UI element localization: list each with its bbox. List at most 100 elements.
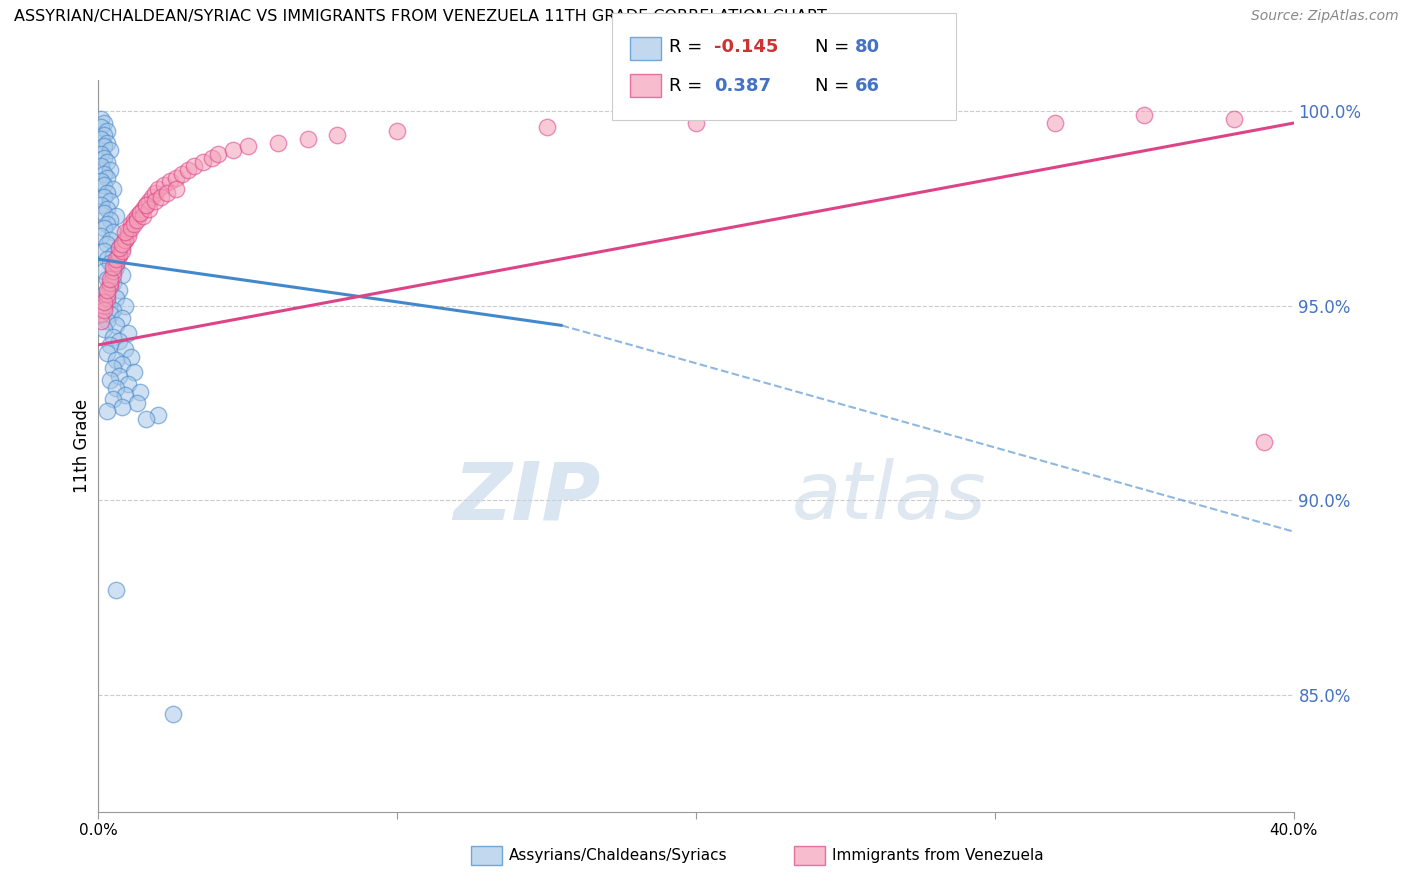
Text: ZIP: ZIP — [453, 458, 600, 536]
Point — [114, 388, 136, 402]
Text: R =: R = — [669, 38, 709, 56]
Point — [141, 190, 163, 204]
Point — [105, 252, 128, 267]
Point — [100, 144, 122, 158]
Point — [96, 252, 118, 267]
Point — [536, 120, 558, 134]
Point — [143, 194, 166, 208]
Point — [105, 318, 128, 333]
Point — [93, 302, 115, 317]
Point — [100, 162, 122, 177]
Point — [127, 213, 149, 227]
Point — [105, 353, 128, 368]
Point — [93, 221, 115, 235]
Point — [120, 221, 142, 235]
Point — [90, 147, 112, 161]
Point — [385, 124, 409, 138]
Point — [103, 268, 125, 282]
Point — [129, 205, 152, 219]
Point — [165, 182, 187, 196]
Point — [108, 241, 131, 255]
Point — [129, 384, 152, 399]
Point — [120, 217, 142, 231]
Text: 66: 66 — [855, 77, 880, 95]
Point — [100, 213, 122, 227]
Point — [114, 342, 136, 356]
Point — [96, 124, 118, 138]
Point — [156, 186, 179, 200]
Point — [236, 139, 259, 153]
Point — [96, 271, 118, 285]
Point — [1043, 116, 1066, 130]
Point — [1253, 435, 1275, 450]
Point — [100, 307, 122, 321]
Point — [117, 376, 139, 391]
Point — [103, 392, 125, 407]
Point — [93, 322, 115, 336]
Point — [127, 210, 149, 224]
Point — [135, 411, 157, 425]
Point — [108, 334, 131, 348]
Point — [105, 582, 128, 597]
Point — [100, 279, 122, 293]
Point — [100, 338, 122, 352]
Point — [105, 381, 128, 395]
Text: atlas: atlas — [792, 458, 987, 536]
Point — [90, 120, 112, 134]
Point — [96, 295, 118, 310]
Point — [103, 248, 125, 262]
Text: N =: N = — [815, 77, 855, 95]
Point — [93, 244, 115, 259]
Point — [90, 174, 112, 188]
Text: ASSYRIAN/CHALDEAN/SYRIAC VS IMMIGRANTS FROM VENEZUELA 11TH GRADE CORRELATION CHA: ASSYRIAN/CHALDEAN/SYRIAC VS IMMIGRANTS F… — [14, 9, 827, 24]
Point — [127, 396, 149, 410]
Point — [153, 178, 176, 193]
Point — [93, 116, 115, 130]
Point — [111, 268, 134, 282]
Point — [103, 260, 125, 274]
Point — [111, 241, 134, 255]
Point — [326, 128, 349, 142]
Point — [138, 194, 160, 208]
Point — [138, 202, 160, 216]
Point — [90, 198, 112, 212]
Text: R =: R = — [669, 77, 714, 95]
Point — [96, 236, 118, 251]
Point — [96, 136, 118, 150]
Point — [135, 198, 157, 212]
Point — [105, 256, 128, 270]
Point — [103, 264, 125, 278]
Point — [96, 202, 118, 216]
Point — [222, 144, 245, 158]
Point — [96, 170, 118, 185]
Text: 40.0%: 40.0% — [1270, 823, 1317, 838]
Text: 80: 80 — [855, 38, 880, 56]
Point — [148, 408, 170, 422]
Y-axis label: 11th Grade: 11th Grade — [73, 399, 91, 493]
Point — [96, 217, 118, 231]
Point — [103, 330, 125, 344]
Point — [183, 159, 205, 173]
Point — [90, 228, 112, 243]
Point — [93, 190, 115, 204]
Point — [96, 345, 118, 359]
Point — [159, 174, 181, 188]
Text: 0.387: 0.387 — [714, 77, 772, 95]
Point — [124, 217, 146, 231]
Point — [90, 112, 112, 127]
Point — [100, 276, 122, 290]
Point — [108, 284, 131, 298]
Point — [207, 147, 229, 161]
Point — [114, 225, 136, 239]
Point — [111, 310, 134, 325]
Point — [105, 260, 128, 274]
Point — [93, 167, 115, 181]
Point — [93, 295, 115, 310]
Point — [129, 205, 152, 219]
Point — [685, 116, 707, 130]
Point — [148, 182, 170, 196]
Point — [117, 326, 139, 341]
Point — [124, 213, 146, 227]
Point — [93, 299, 115, 313]
Point — [103, 182, 125, 196]
